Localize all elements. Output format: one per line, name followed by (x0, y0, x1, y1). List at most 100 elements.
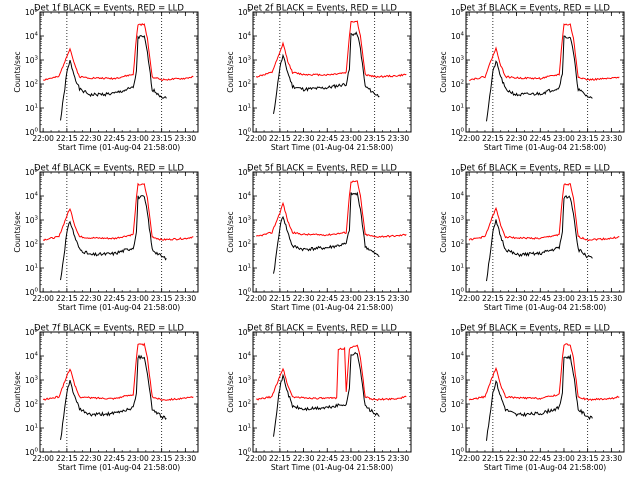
y-tick-label: 101 (25, 264, 38, 274)
y-tick-label: 105 (451, 8, 465, 18)
y-tick-label: 103 (238, 376, 252, 386)
x-tick-label: 22:15 (482, 454, 504, 463)
series-line-lld (42, 342, 194, 401)
x-tick-label: 23:15 (577, 454, 599, 463)
y-tick-label: 105 (451, 328, 465, 338)
y-tick-label: 103 (25, 376, 39, 386)
x-tick-label: 22:15 (56, 454, 78, 463)
series-line-lld (42, 182, 194, 242)
x-tick-label: 22:00 (32, 294, 54, 303)
y-tick-label: 105 (238, 8, 252, 18)
y-tick-label: 105 (25, 328, 39, 338)
x-axis-label: Start Time (01-Aug-04 21:58:00) (271, 143, 393, 152)
x-tick-label: 22:30 (293, 134, 315, 143)
y-tick-label: 102 (238, 400, 251, 410)
x-tick-label: 22:45 (529, 294, 551, 303)
y-tick-label: 102 (451, 80, 464, 90)
x-tick-label: 23:15 (151, 454, 173, 463)
y-tick-label: 103 (238, 216, 252, 226)
x-tick-label: 22:30 (80, 294, 102, 303)
x-tick-label: 23:00 (127, 134, 149, 143)
x-tick-label: 23:30 (175, 134, 197, 143)
y-tick-label: 103 (238, 56, 252, 66)
x-tick-label: 22:15 (269, 294, 291, 303)
series-line-lld (43, 23, 194, 81)
x-tick-label: 23:00 (340, 454, 362, 463)
series-line-events (60, 195, 167, 281)
x-tick-label: 22:15 (56, 134, 78, 143)
x-axis-label: Start Time (01-Aug-04 21:58:00) (484, 463, 606, 472)
y-tick-label: 101 (238, 264, 251, 274)
x-tick-label: 22:15 (482, 294, 504, 303)
y-tick-label: 104 (238, 352, 252, 362)
x-tick-label: 23:15 (151, 294, 173, 303)
x-tick-label: 23:00 (340, 134, 362, 143)
x-tick-label: 22:30 (506, 454, 528, 463)
plot-frame (39, 11, 199, 133)
x-axis-label: Start Time (01-Aug-04 21:58:00) (271, 463, 393, 472)
y-axis-label: Counts/sec (439, 211, 448, 252)
y-tick-label: 100 (238, 288, 252, 298)
x-tick-label: 22:15 (269, 134, 291, 143)
y-axis-label: Counts/sec (13, 51, 22, 92)
series-line-events (273, 31, 380, 114)
x-tick-label: 22:00 (458, 294, 480, 303)
y-tick-label: 104 (451, 352, 465, 362)
panel-title: Det 9f BLACK = Events, RED = LLD (460, 324, 610, 334)
panel-title: Det 6f BLACK = Events, RED = LLD (460, 164, 610, 174)
y-tick-label: 104 (25, 32, 39, 42)
panel-title: Det 3f BLACK = Events, RED = LLD (460, 4, 610, 14)
y-tick-label: 102 (451, 400, 464, 410)
x-tick-label: 22:45 (103, 294, 125, 303)
y-tick-label: 104 (25, 352, 39, 362)
y-tick-label: 104 (451, 32, 465, 42)
y-tick-label: 101 (25, 104, 38, 114)
y-tick-label: 104 (25, 192, 39, 202)
y-tick-label: 101 (25, 424, 38, 434)
x-tick-label: 22:45 (316, 454, 338, 463)
x-tick-label: 23:30 (175, 454, 197, 463)
y-tick-label: 103 (451, 376, 465, 386)
series-line-events (486, 35, 593, 122)
y-tick-label: 104 (451, 192, 465, 202)
y-axis-label: Counts/sec (439, 371, 448, 412)
x-tick-label: 23:30 (388, 134, 410, 143)
y-tick-label: 104 (238, 192, 252, 202)
x-tick-label: 23:00 (340, 294, 362, 303)
y-tick-label: 100 (238, 448, 252, 458)
x-tick-label: 22:00 (458, 454, 480, 463)
x-tick-label: 23:00 (553, 294, 575, 303)
x-tick-label: 22:15 (56, 294, 78, 303)
y-axis-label: Counts/sec (226, 211, 235, 252)
plot-frame (252, 171, 412, 293)
y-tick-label: 102 (25, 240, 38, 250)
y-tick-label: 101 (451, 264, 464, 274)
series-line-events (60, 354, 167, 440)
y-tick-label: 101 (238, 104, 251, 114)
series-line-events (273, 351, 380, 437)
plot-frame (465, 331, 625, 453)
panel-title: Det 5f BLACK = Events, RED = LLD (247, 164, 397, 174)
series-line-lld (468, 183, 620, 242)
x-tick-label: 23:15 (577, 134, 599, 143)
series-line-lld (255, 180, 407, 238)
panel-title: Det 2f BLACK = Events, RED = LLD (247, 4, 397, 14)
y-axis-label: Counts/sec (439, 51, 448, 92)
x-tick-label: 23:30 (601, 454, 623, 463)
x-tick-label: 22:00 (245, 294, 267, 303)
y-tick-label: 103 (451, 56, 465, 66)
y-tick-label: 105 (238, 328, 252, 338)
y-tick-label: 102 (25, 80, 38, 90)
y-tick-label: 102 (451, 240, 464, 250)
x-tick-label: 23:15 (364, 454, 386, 463)
x-axis-label: Start Time (01-Aug-04 21:58:00) (484, 143, 606, 152)
series-line-events (486, 195, 593, 282)
x-axis-label: Start Time (01-Aug-04 21:58:00) (58, 463, 180, 472)
x-tick-label: 22:30 (80, 454, 102, 463)
